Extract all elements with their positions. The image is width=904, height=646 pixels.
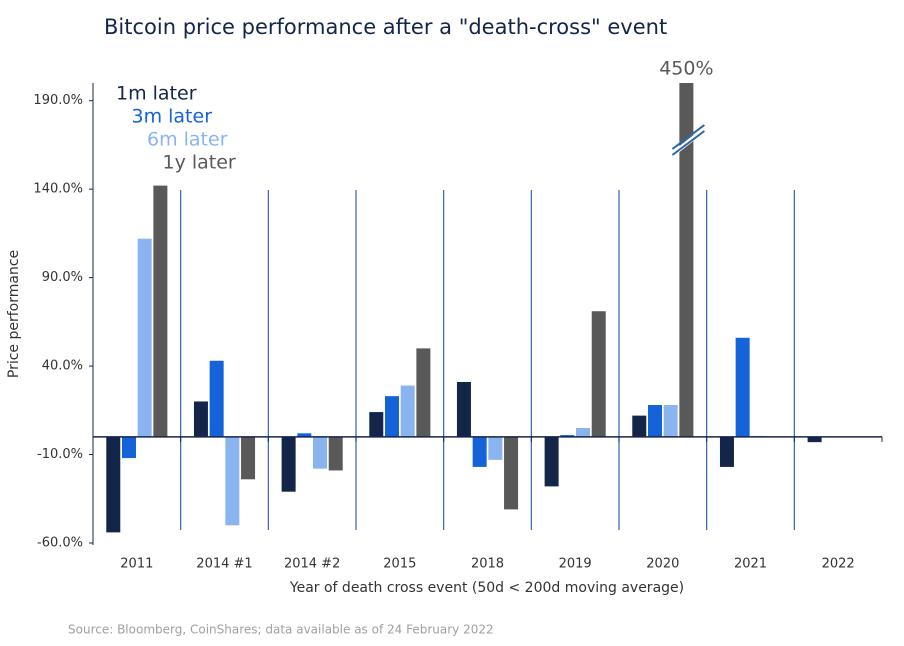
x-tick-label: 2019	[559, 557, 592, 572]
bar	[663, 405, 678, 437]
bar	[560, 435, 575, 437]
bar	[591, 311, 606, 437]
axis-break	[671, 124, 705, 150]
bar	[241, 436, 256, 480]
bar	[121, 436, 136, 459]
x-tick-label: 2014 #1	[196, 557, 252, 572]
x-axis-label: Year of death cross event (50d < 200d mo…	[289, 580, 684, 596]
bar	[297, 433, 312, 437]
bar	[679, 83, 694, 437]
x-tick-label: 2018	[471, 557, 504, 572]
legend-label: 3m later	[132, 106, 213, 128]
bar	[193, 401, 208, 437]
bar	[632, 415, 647, 437]
chart-title: Bitcoin price performance after a "death…	[104, 15, 667, 39]
y-tick-label: -10.0%	[37, 447, 83, 462]
bar	[369, 412, 384, 437]
bar	[328, 436, 343, 471]
y-tick-label: 90.0%	[42, 270, 83, 285]
bar	[719, 436, 734, 467]
bar	[807, 436, 822, 443]
bar	[137, 238, 152, 437]
x-tick-label: 2022	[822, 557, 855, 572]
y-tick-label: 40.0%	[42, 359, 83, 374]
y-tick-label: 190.0%	[33, 93, 83, 108]
y-axis-label: Price performance	[6, 250, 22, 378]
bar	[400, 385, 415, 437]
y-tick-label: 140.0%	[33, 182, 83, 197]
x-tick-label: 2020	[646, 557, 679, 572]
bar	[106, 436, 121, 533]
bar	[313, 436, 328, 469]
legend-label: 1m later	[116, 83, 197, 105]
x-tick-label: 2021	[734, 557, 767, 572]
bar	[281, 436, 296, 492]
bar	[576, 428, 591, 437]
bar	[225, 436, 240, 526]
axis-break	[671, 130, 705, 156]
bar	[647, 405, 662, 437]
legend-label: 1y later	[163, 152, 236, 174]
bars	[106, 83, 822, 533]
bar	[488, 436, 503, 460]
x-tick-label: 2014 #2	[284, 557, 340, 572]
bar	[153, 185, 168, 437]
y-tick-label: -60.0%	[37, 536, 83, 551]
bar	[416, 348, 431, 437]
bar	[504, 436, 519, 510]
legend-label: 6m later	[147, 129, 228, 151]
x-tick-label: 2015	[383, 557, 416, 572]
bar	[456, 382, 471, 437]
source-note: Source: Bloomberg, CoinShares; data avai…	[68, 623, 494, 637]
bar	[472, 436, 487, 467]
bar	[544, 436, 559, 487]
bar	[735, 337, 750, 437]
bar	[384, 396, 399, 437]
x-tick-label: 2011	[120, 557, 153, 572]
bar	[209, 360, 224, 437]
data-label: 450%	[659, 58, 713, 80]
